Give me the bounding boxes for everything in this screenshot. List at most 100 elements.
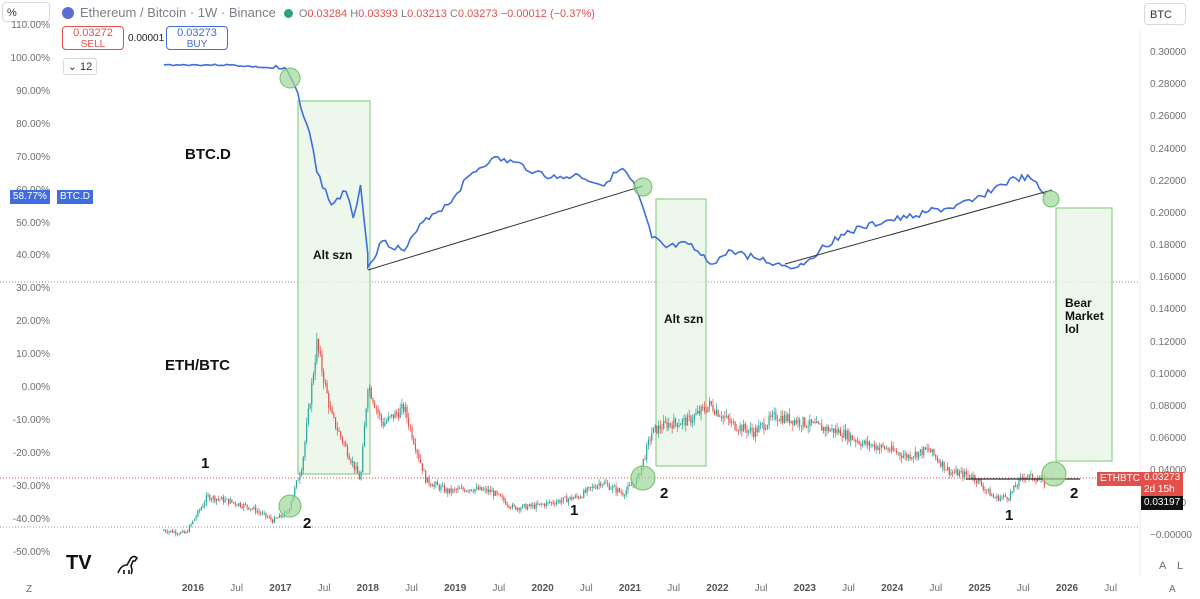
candle-body — [977, 479, 979, 484]
candle-body — [549, 502, 551, 503]
left-axis-tick: 50.00% — [16, 217, 50, 229]
candle-body — [846, 430, 848, 440]
auto-scale-button[interactable]: A — [1159, 560, 1167, 572]
candle-body — [202, 505, 204, 508]
candle-body — [431, 485, 434, 487]
auto-fit-button[interactable]: A — [1169, 584, 1176, 595]
candle-body — [875, 446, 877, 450]
candle-body — [255, 507, 257, 513]
candle-body — [578, 496, 580, 499]
candle-body — [421, 463, 423, 471]
candle-body — [193, 518, 196, 521]
ethbtc-title: ETH/BTC — [165, 357, 230, 374]
time-axis-tick: Jul — [317, 583, 331, 594]
indicator-count-button[interactable]: ⌄ 12 — [63, 58, 97, 75]
candle-body — [855, 439, 857, 442]
candle-body — [239, 503, 241, 507]
candle-body — [967, 474, 969, 476]
left-axis-tick: -50.00% — [12, 546, 50, 558]
candle-body — [307, 408, 309, 424]
candle-body — [1020, 476, 1022, 479]
candle-body — [192, 520, 194, 524]
candle-body — [241, 506, 243, 508]
candle-body — [260, 512, 262, 514]
btcd-trendline-1 — [367, 185, 644, 271]
candle-body — [622, 492, 624, 496]
candle-body — [649, 439, 651, 441]
candle-body — [833, 428, 835, 433]
currency-select[interactable]: BTC — [1144, 3, 1186, 25]
candle-body — [368, 388, 371, 390]
candle-body — [792, 420, 794, 425]
buy-button[interactable]: 0.03273 BUY — [166, 26, 228, 50]
candle-body — [929, 450, 932, 453]
candle-body — [328, 393, 330, 408]
candle-body — [935, 455, 937, 458]
candle-body — [377, 408, 379, 413]
candle-body — [817, 421, 819, 424]
candle-body — [715, 410, 717, 415]
candle-body — [612, 486, 614, 489]
candle-body — [848, 430, 850, 442]
time-axis-tick: Jul — [1016, 583, 1030, 594]
candle-body — [647, 439, 649, 445]
time-axis-tick: Jul — [754, 583, 768, 594]
candle-body — [346, 446, 349, 457]
candle-body — [545, 502, 547, 507]
candle-body — [234, 502, 236, 505]
candle-body — [525, 504, 527, 510]
candle-body — [338, 430, 340, 432]
alt-season-label-1: Alt szn — [313, 248, 353, 262]
candle-body — [190, 523, 192, 526]
candle-body — [557, 500, 559, 503]
candle-body — [372, 398, 374, 403]
candle-body — [438, 485, 440, 490]
candle-body — [725, 415, 728, 417]
candle-body — [394, 412, 396, 419]
scale-mode-button[interactable]: % — [2, 2, 50, 22]
log-scale-button[interactable]: L — [1177, 560, 1184, 572]
time-axis-tick: 2019 — [444, 583, 467, 594]
candle-body — [248, 507, 250, 510]
right-axis-tick: 0.14000 — [1150, 304, 1187, 316]
candle-body — [183, 530, 185, 534]
candle-body — [430, 483, 432, 486]
sell-button[interactable]: 0.03272 SELL — [62, 26, 124, 50]
candle-body — [472, 490, 474, 492]
candle-body — [850, 435, 852, 442]
candle-body — [623, 494, 626, 496]
candle-body — [654, 425, 656, 428]
candle-body — [924, 447, 927, 450]
candle-body — [1001, 496, 1003, 498]
candle-body — [897, 452, 899, 454]
candle-body — [992, 495, 995, 498]
left-axis-tick: 70.00% — [16, 151, 50, 163]
candle-body — [933, 449, 935, 456]
candle-body — [617, 488, 619, 493]
candle-body — [253, 507, 255, 509]
ethbtc-last-price-tag: 0.03273 2d 15h — [1141, 472, 1184, 496]
zoom-button[interactable]: Z — [26, 584, 33, 595]
candle-body — [1026, 477, 1029, 479]
candle-body — [540, 503, 542, 505]
candle-body — [678, 425, 680, 427]
candle-body — [572, 497, 575, 500]
candle-body — [312, 374, 315, 383]
candle-body — [685, 418, 687, 426]
right-axis-tick: 0.24000 — [1150, 143, 1187, 155]
candle-body — [702, 406, 704, 408]
candle-body — [600, 483, 602, 486]
candle-body — [311, 382, 313, 405]
candle-body — [613, 486, 615, 488]
candle-body — [428, 477, 430, 484]
candle-body — [544, 504, 546, 507]
candle-body — [785, 414, 787, 421]
candle-body — [408, 418, 410, 427]
candle-body — [272, 519, 274, 523]
candle-body — [710, 401, 712, 405]
candle-body — [834, 428, 836, 433]
cycle-marker-1c: 1 — [1005, 507, 1014, 524]
candle-body — [911, 457, 913, 459]
right-axis-tick: −0.00000 — [1150, 529, 1192, 541]
